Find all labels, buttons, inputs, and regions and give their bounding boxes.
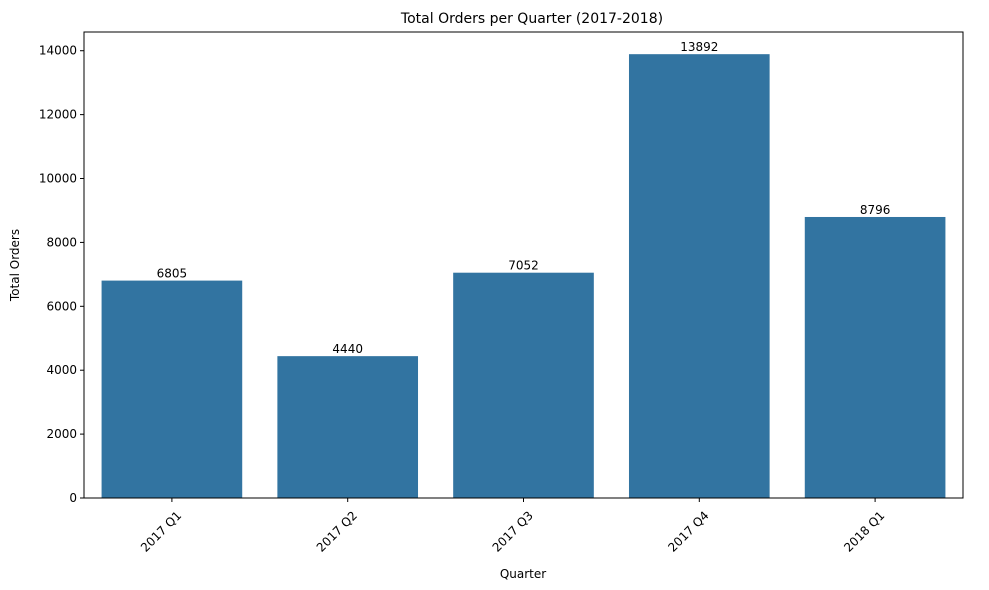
y-axis: 0 2000 4000 6000 8000 10000 12000 14000 [39, 44, 84, 505]
y-tick-label: 0 [69, 491, 77, 505]
data-label: 6805 [157, 267, 188, 281]
data-labels-layer: 6805 4440 7052 13892 8796 [157, 40, 891, 356]
chart-title: Total Orders per Quarter (2017-2018) [400, 11, 663, 27]
data-label: 4440 [332, 342, 363, 356]
y-tick-label: 8000 [46, 235, 77, 249]
y-tick-label: 6000 [46, 299, 77, 313]
x-tick-label: 2017 Q2 [314, 508, 360, 554]
data-label: 13892 [680, 40, 718, 54]
x-tick-label: 2018 Q1 [841, 508, 887, 554]
bar [628, 54, 770, 499]
y-tick-label: 2000 [46, 427, 77, 441]
y-tick-label: 14000 [39, 44, 77, 58]
x-tick-label: 2017 Q4 [665, 508, 711, 554]
x-axis: 2017 Q1 2017 Q2 2017 Q3 2017 Q4 2018 Q1 [138, 498, 887, 555]
bar [101, 280, 243, 498]
bar [804, 216, 946, 498]
x-tick-label: 2017 Q3 [490, 508, 536, 554]
x-tick-label: 2017 Q1 [138, 508, 184, 554]
data-label: 8796 [860, 203, 891, 217]
bar [453, 272, 594, 498]
bar [277, 356, 419, 498]
y-tick-label: 4000 [46, 363, 77, 377]
plot-area: 6805 4440 7052 13892 8796 [83, 31, 964, 499]
data-label: 7052 [508, 259, 539, 273]
y-tick-label: 12000 [39, 108, 77, 122]
x-axis-label: Quarter [500, 567, 546, 581]
y-tick-label: 10000 [39, 172, 77, 186]
y-axis-label: Total Orders [8, 229, 22, 302]
bars-layer [101, 54, 946, 499]
